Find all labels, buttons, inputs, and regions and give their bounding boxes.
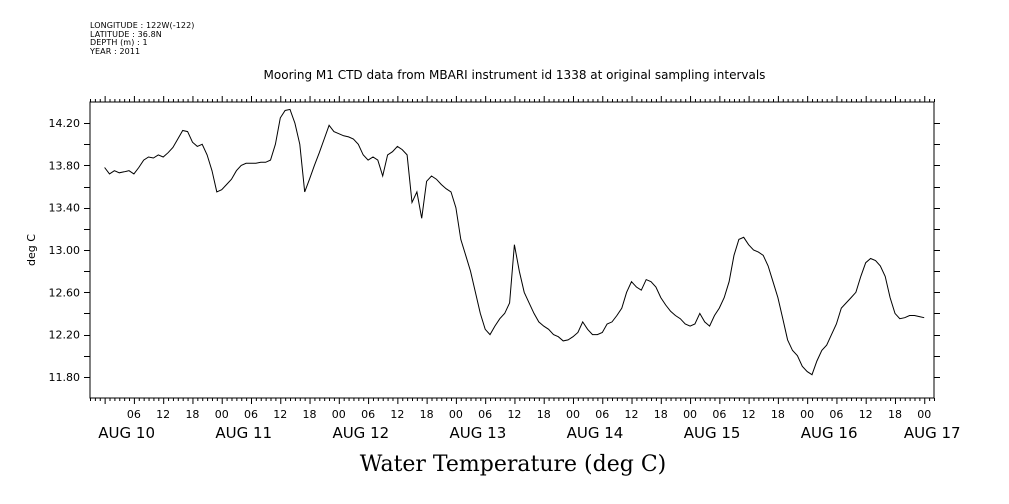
x-tick-label: 00 <box>332 408 346 421</box>
x-tick-label: 12 <box>390 408 404 421</box>
x-tick-label: 00 <box>800 408 814 421</box>
day-label: AUG 11 <box>215 424 272 442</box>
x-tick-label: 00 <box>566 408 580 421</box>
x-tick-label: 18 <box>420 408 434 421</box>
y-tick-label: 13.40 <box>49 202 81 215</box>
y-tick-label: 12.20 <box>49 329 81 342</box>
x-tick-label: 12 <box>625 408 639 421</box>
x-tick-label: 18 <box>771 408 785 421</box>
x-tick-label: 18 <box>654 408 668 421</box>
year-text: YEAR : 2011 <box>90 46 141 56</box>
x-tick-label: 12 <box>273 408 287 421</box>
day-label: AUG 17 <box>904 424 961 442</box>
x-tick-label: 06 <box>595 408 609 421</box>
plot-frame <box>89 101 935 399</box>
x-axis-title: Water Temperature (deg C) <box>359 452 667 477</box>
x-tick-label: 06 <box>127 408 141 421</box>
x-tick-label: 06 <box>478 408 492 421</box>
x-tick-label: 18 <box>888 408 902 421</box>
y-tick-label: 11.80 <box>49 371 81 384</box>
temperature-series-line <box>104 108 925 376</box>
x-tick-label: 18 <box>537 408 551 421</box>
x-tick-label: 18 <box>185 408 199 421</box>
y-tick-label: 13.80 <box>49 159 81 172</box>
day-label: AUG 15 <box>684 424 741 442</box>
day-label: AUG 12 <box>332 424 389 442</box>
y-tick-label: 14.20 <box>49 117 81 130</box>
x-tick-label: 18 <box>303 408 317 421</box>
metadata-block: LONGITUDE : 122W(-122) LATITUDE : 36.8N … <box>90 21 195 56</box>
day-label: AUG 16 <box>801 424 858 442</box>
latitude-text: LATITUDE : 36.8N <box>90 29 162 39</box>
chart-title: Mooring M1 CTD data from MBARI instrumen… <box>263 68 766 82</box>
x-tick-label: 06 <box>712 408 726 421</box>
depth-text: DEPTH (m) : 1 <box>90 38 148 48</box>
x-tick-label: 12 <box>742 408 756 421</box>
x-tick-label: 06 <box>244 408 258 421</box>
x-tick-label: 06 <box>361 408 375 421</box>
day-label: AUG 10 <box>98 424 155 442</box>
y-tick-label: 13.00 <box>49 244 81 257</box>
x-tick-label: 06 <box>829 408 843 421</box>
longitude-text: LONGITUDE : 122W(-122) <box>90 21 195 30</box>
day-label: AUG 14 <box>567 424 624 442</box>
x-tick-label: 12 <box>859 408 873 421</box>
x-tick-label: 00 <box>449 408 463 421</box>
y-axis-label: deg C <box>25 234 38 266</box>
x-tick-label: 12 <box>507 408 521 421</box>
x-tick-label: 12 <box>156 408 170 421</box>
y-tick-label: 12.60 <box>49 286 81 299</box>
x-tick-label: 00 <box>917 408 931 421</box>
day-label: AUG 13 <box>450 424 507 442</box>
x-tick-label: 00 <box>683 408 697 421</box>
x-tick-label: 00 <box>215 408 229 421</box>
